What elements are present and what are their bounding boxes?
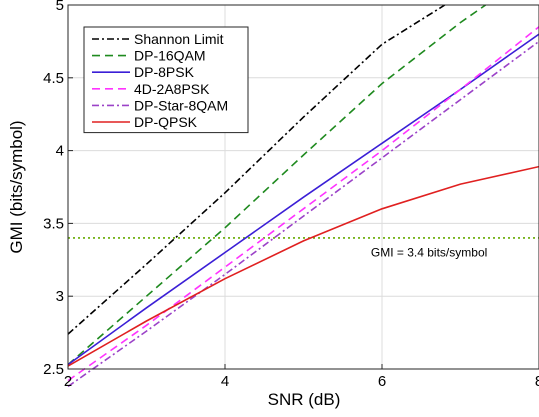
x-tick-label: 4 <box>221 373 229 390</box>
x-tick-label: 8 <box>535 373 539 390</box>
y-tick-label: 2.5 <box>43 361 64 378</box>
tick-labels: 2 4 6 8 2.5 3 3.5 4 4.5 5 <box>43 0 539 390</box>
legend: Shannon LimitDP-16QAMDP-8PSK4D-2A8PSKDP-… <box>83 26 249 134</box>
annotation-label: GMI = 3.4 bits/symbol <box>371 246 487 260</box>
x-axis-label: SNR (dB) <box>268 390 341 409</box>
legend-entry-label: 4D-2A8PSK <box>134 81 210 97</box>
y-tick-label: 5 <box>56 0 64 14</box>
legend-entry-label: DP-Star-8QAM <box>134 97 228 113</box>
x-tick-label: 2 <box>64 373 72 390</box>
series-line-shannon-limit <box>67 4 446 335</box>
plot-frame <box>67 4 539 370</box>
y-tick-label: 3 <box>56 288 64 305</box>
y-axis-label: GMI (bits/symbol) <box>7 120 26 253</box>
x-tick-label: 6 <box>378 373 386 390</box>
series-lines <box>67 4 539 388</box>
legend-box <box>83 26 249 134</box>
legend-entry-label: Shannon Limit <box>134 31 224 47</box>
legend-entry-label: DP-16QAM <box>134 48 206 64</box>
y-tick-label: 4.5 <box>43 70 64 87</box>
series-line-4d-2a8psk <box>67 26 539 382</box>
series-line-dp-16qam <box>67 4 487 366</box>
legend-entry-label: DP-8PSK <box>134 64 195 80</box>
series-line-dp-star-8qam <box>67 40 539 388</box>
annotations: GMI = 3.4 bits/symbol <box>371 246 487 260</box>
legend-entry-label: DP-QPSK <box>134 114 198 130</box>
y-tick-label: 4 <box>56 143 64 160</box>
y-tick-label: 3.5 <box>43 215 64 232</box>
series-line-dp-qpsk <box>67 165 539 367</box>
